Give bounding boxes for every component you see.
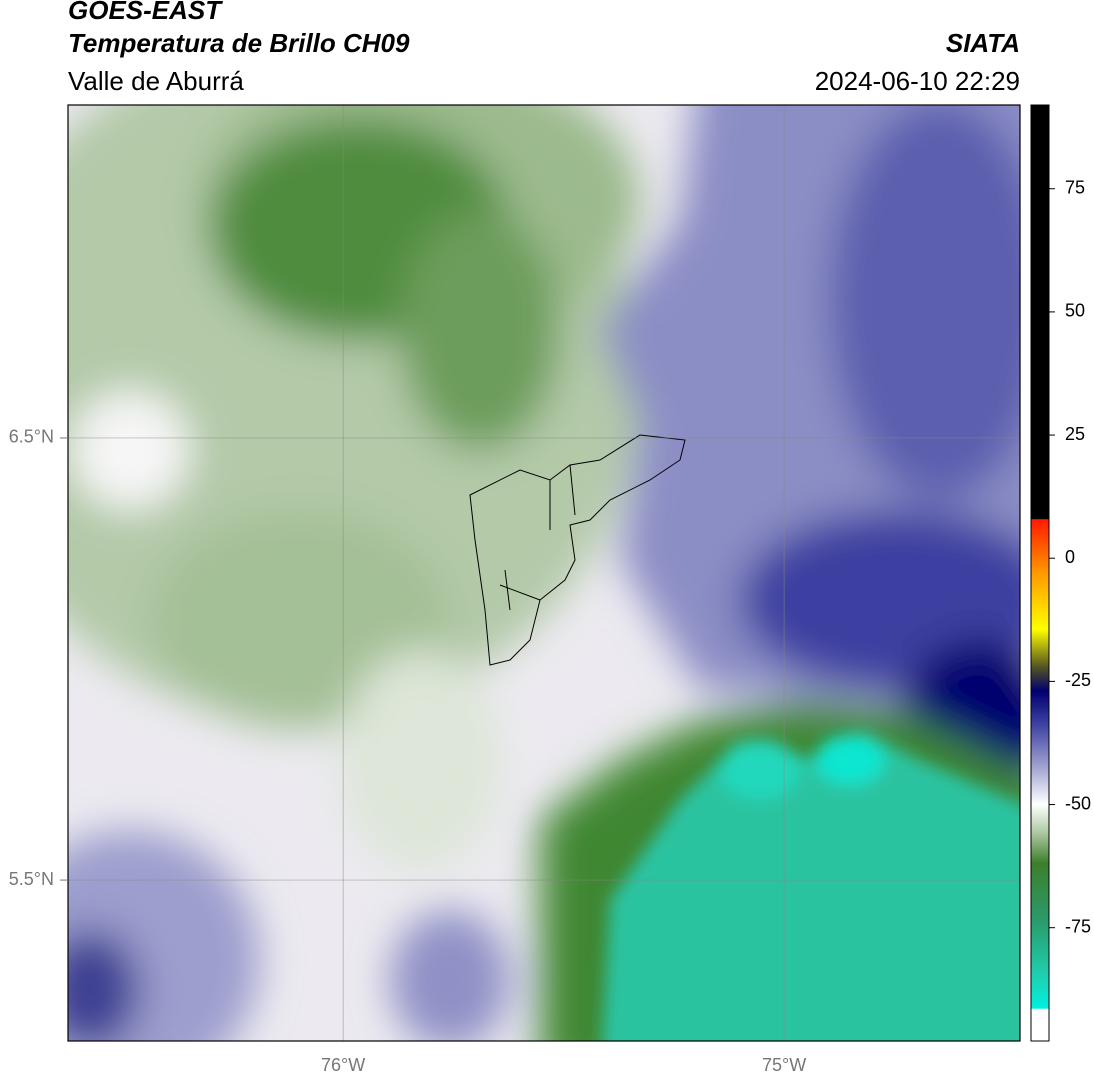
source: SIATA	[946, 28, 1020, 58]
map-image	[68, 105, 1020, 1041]
grid	[68, 105, 1020, 1041]
colorbar	[1030, 104, 1050, 1042]
subtitle: Temperatura de Brillo CH09	[68, 28, 410, 58]
colorbar-tick-label: -25	[1065, 670, 1091, 690]
x-tick-label: 76°W	[321, 1055, 365, 1075]
region: Valle de Aburrá	[68, 66, 244, 96]
x-tick-label: 75°W	[762, 1055, 806, 1075]
colorbar-tick-label: 50	[1065, 301, 1085, 321]
timestamp: 2024-06-10 22:29	[815, 66, 1020, 96]
y-tick-label: 5.5°N	[9, 869, 54, 889]
colorbar-tick-label: 75	[1065, 177, 1085, 197]
boundaries	[469, 434, 686, 666]
map-frame	[67, 104, 1021, 1042]
y-tick-label: 6.5°N	[9, 427, 54, 447]
colorbar-tick-label: 0	[1065, 547, 1075, 567]
title: GOES-EAST	[68, 0, 223, 25]
colorbar-tick-label: -75	[1065, 916, 1091, 936]
colorbar-tick-label: -50	[1065, 793, 1091, 813]
colorbar-tick-label: 25	[1065, 424, 1085, 444]
